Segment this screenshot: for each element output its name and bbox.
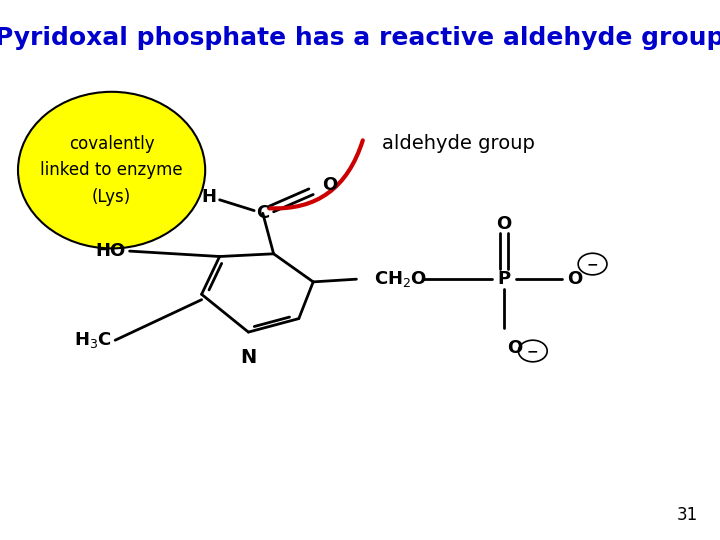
Text: HO: HO xyxy=(96,242,126,260)
Text: Pyridoxal phosphate has a reactive aldehyde group: Pyridoxal phosphate has a reactive aldeh… xyxy=(0,26,720,50)
Text: N: N xyxy=(240,348,256,367)
Text: O: O xyxy=(508,339,523,356)
Text: aldehyde group: aldehyde group xyxy=(382,133,534,153)
Text: H: H xyxy=(201,188,216,206)
Circle shape xyxy=(518,340,547,362)
Text: −: − xyxy=(527,344,539,358)
Ellipse shape xyxy=(18,92,205,248)
Text: H$_3$C: H$_3$C xyxy=(73,330,112,350)
Text: O: O xyxy=(323,176,338,194)
FancyArrowPatch shape xyxy=(269,140,363,208)
Text: C: C xyxy=(256,204,269,222)
Text: O: O xyxy=(496,214,512,233)
Circle shape xyxy=(578,253,607,275)
Text: P: P xyxy=(498,270,510,288)
Text: CH$_2$O: CH$_2$O xyxy=(374,269,428,289)
Text: covalently
linked to enzyme
(Lys): covalently linked to enzyme (Lys) xyxy=(40,134,183,206)
Text: O: O xyxy=(567,270,582,288)
Text: 31: 31 xyxy=(677,506,698,524)
Text: −: − xyxy=(587,257,598,271)
